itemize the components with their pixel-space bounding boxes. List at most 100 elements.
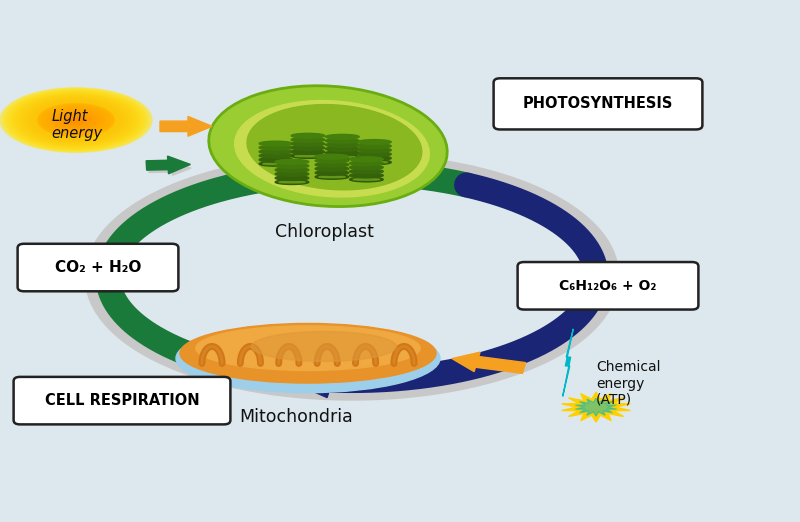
- Text: Light
energy: Light energy: [51, 109, 102, 141]
- Ellipse shape: [7, 91, 145, 149]
- Ellipse shape: [66, 116, 86, 124]
- Ellipse shape: [71, 118, 81, 122]
- Ellipse shape: [196, 326, 420, 371]
- Polygon shape: [277, 368, 336, 398]
- FancyArrow shape: [160, 116, 212, 136]
- Ellipse shape: [259, 149, 293, 154]
- Ellipse shape: [326, 134, 359, 139]
- Ellipse shape: [275, 180, 309, 184]
- Ellipse shape: [275, 163, 309, 168]
- Ellipse shape: [278, 181, 306, 183]
- Ellipse shape: [56, 111, 96, 129]
- Ellipse shape: [318, 176, 346, 178]
- Ellipse shape: [350, 165, 383, 170]
- Text: Chloroplast: Chloroplast: [274, 223, 374, 241]
- Ellipse shape: [291, 146, 325, 150]
- FancyBboxPatch shape: [14, 377, 230, 424]
- Ellipse shape: [10, 92, 142, 148]
- Ellipse shape: [350, 161, 383, 165]
- Ellipse shape: [30, 101, 122, 139]
- Ellipse shape: [259, 161, 293, 166]
- Ellipse shape: [38, 104, 114, 136]
- Ellipse shape: [63, 115, 89, 125]
- Ellipse shape: [28, 100, 124, 140]
- FancyArrow shape: [149, 162, 191, 175]
- Ellipse shape: [234, 101, 430, 197]
- Ellipse shape: [46, 107, 106, 133]
- Ellipse shape: [350, 173, 383, 178]
- Ellipse shape: [262, 163, 290, 165]
- Ellipse shape: [350, 169, 383, 174]
- Ellipse shape: [315, 167, 349, 171]
- Ellipse shape: [2, 89, 150, 151]
- Ellipse shape: [176, 324, 440, 393]
- Ellipse shape: [48, 108, 104, 132]
- Text: C₆H₁₂O₆ + O₂: C₆H₁₂O₆ + O₂: [559, 279, 657, 293]
- Ellipse shape: [358, 156, 391, 161]
- Ellipse shape: [259, 153, 293, 158]
- Ellipse shape: [326, 150, 359, 156]
- Ellipse shape: [275, 168, 309, 172]
- Text: CELL RESPIRATION: CELL RESPIRATION: [45, 393, 199, 408]
- Text: CO₂ + H₂O: CO₂ + H₂O: [55, 260, 141, 275]
- Ellipse shape: [20, 97, 132, 144]
- Ellipse shape: [315, 158, 349, 163]
- Ellipse shape: [259, 145, 293, 150]
- Ellipse shape: [294, 155, 322, 157]
- Ellipse shape: [315, 170, 349, 175]
- Ellipse shape: [326, 155, 359, 159]
- Ellipse shape: [361, 161, 388, 163]
- Ellipse shape: [58, 113, 94, 127]
- Ellipse shape: [291, 137, 325, 142]
- Ellipse shape: [61, 114, 91, 126]
- Ellipse shape: [41, 105, 111, 135]
- Ellipse shape: [18, 95, 134, 145]
- Ellipse shape: [53, 110, 99, 130]
- Ellipse shape: [350, 177, 383, 182]
- Ellipse shape: [23, 98, 129, 143]
- Ellipse shape: [13, 93, 139, 147]
- Ellipse shape: [326, 147, 359, 151]
- FancyArrow shape: [146, 156, 190, 174]
- Ellipse shape: [358, 139, 391, 145]
- Ellipse shape: [358, 144, 391, 148]
- Ellipse shape: [326, 138, 359, 143]
- Ellipse shape: [275, 159, 309, 164]
- Ellipse shape: [247, 104, 422, 190]
- Ellipse shape: [291, 149, 325, 155]
- Ellipse shape: [26, 99, 126, 141]
- Ellipse shape: [358, 148, 391, 152]
- Ellipse shape: [251, 331, 397, 361]
- Ellipse shape: [329, 156, 356, 158]
- Polygon shape: [217, 353, 277, 382]
- Ellipse shape: [350, 157, 383, 162]
- Ellipse shape: [259, 141, 293, 146]
- Ellipse shape: [291, 153, 325, 158]
- Ellipse shape: [358, 152, 391, 157]
- Polygon shape: [562, 392, 630, 422]
- Ellipse shape: [275, 175, 309, 181]
- Ellipse shape: [275, 172, 309, 176]
- FancyArrow shape: [452, 352, 526, 373]
- Polygon shape: [562, 329, 574, 396]
- FancyBboxPatch shape: [494, 78, 702, 129]
- Text: PHOTOSYNTHESIS: PHOTOSYNTHESIS: [523, 97, 673, 111]
- Ellipse shape: [50, 109, 102, 131]
- Ellipse shape: [326, 143, 359, 147]
- Ellipse shape: [358, 160, 391, 164]
- Ellipse shape: [315, 162, 349, 167]
- Ellipse shape: [15, 94, 137, 146]
- FancyBboxPatch shape: [18, 244, 178, 291]
- Ellipse shape: [180, 324, 436, 383]
- Ellipse shape: [69, 117, 83, 123]
- Ellipse shape: [0, 88, 152, 152]
- Ellipse shape: [209, 86, 447, 207]
- Ellipse shape: [315, 154, 349, 159]
- Ellipse shape: [353, 179, 380, 181]
- Ellipse shape: [291, 133, 325, 138]
- Ellipse shape: [5, 90, 147, 150]
- Ellipse shape: [259, 157, 293, 162]
- Text: Mitochondria: Mitochondria: [239, 408, 353, 426]
- Polygon shape: [575, 398, 617, 416]
- Ellipse shape: [33, 102, 119, 138]
